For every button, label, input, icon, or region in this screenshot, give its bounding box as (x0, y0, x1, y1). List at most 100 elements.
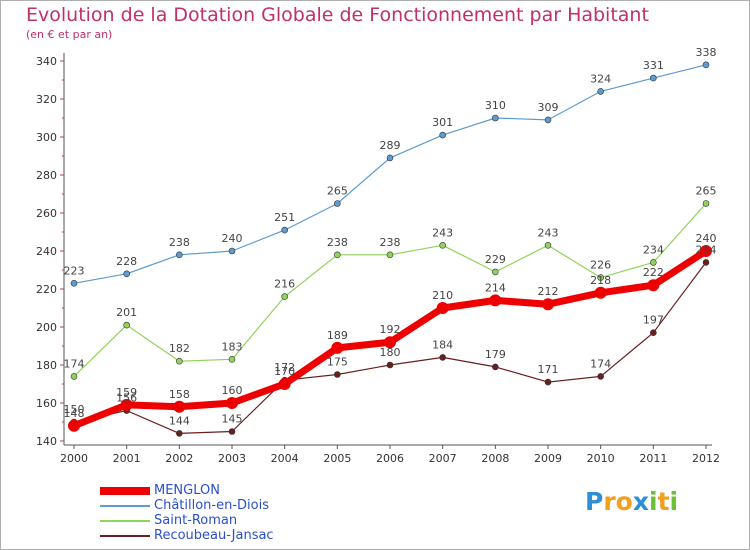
data-label-recoubeau-jansac: 144 (169, 414, 190, 427)
data-label-recoubeau-jansac: 180 (380, 346, 401, 359)
data-label-saint-roman: 265 (696, 185, 717, 198)
data-point-saint-roman (334, 251, 341, 259)
data-point-recoubeau-jansac (439, 354, 446, 361)
data-point-recoubeau-jansac (597, 373, 604, 380)
data-label-saint-roman: 238 (327, 236, 348, 249)
series-line-chatillon-en-diois (73, 64, 707, 284)
data-label-menglon: 222 (643, 266, 664, 279)
data-point-saint-roman (597, 274, 604, 281)
data-label-saint-roman: 216 (274, 278, 295, 291)
data-point-saint-roman (650, 259, 657, 266)
data-point-chatillon-en-diois (334, 200, 341, 207)
data-label-menglon: 170 (274, 365, 295, 378)
x-tick-label: 2000 (60, 452, 88, 465)
y-tick-label: 320 (36, 93, 57, 106)
data-label-chatillon-en-diois: 238 (169, 236, 190, 249)
data-point-menglon (68, 419, 80, 432)
legend-label: Recoubeau-Jansac (154, 528, 274, 543)
data-point-recoubeau-jansac (386, 361, 394, 369)
chart-subtitle: (en € et par an) (26, 28, 113, 41)
data-point-menglon (542, 298, 554, 311)
y-tick-label: 140 (36, 435, 57, 448)
logo-letter: i (669, 487, 679, 516)
data-point-saint-roman (702, 200, 710, 207)
data-point-recoubeau-jansac (228, 428, 236, 435)
data-point-saint-roman (544, 242, 552, 249)
data-point-chatillon-en-diois (492, 114, 499, 122)
data-label-chatillon-en-diois: 324 (590, 72, 611, 85)
data-label-recoubeau-jansac: 172 (274, 361, 295, 374)
y-tick-label: 220 (36, 283, 57, 296)
legend-swatch (100, 505, 150, 507)
x-tick-label: 2002 (165, 452, 193, 465)
data-point-menglon (226, 397, 238, 409)
data-label-chatillon-en-diois: 240 (222, 232, 243, 245)
data-label-recoubeau-jansac: 171 (538, 363, 559, 376)
data-point-menglon (647, 279, 660, 292)
data-point-chatillon-en-diois (386, 154, 394, 162)
data-label-saint-roman: 201 (116, 306, 137, 319)
data-label-chatillon-en-diois: 309 (538, 101, 559, 114)
data-label-chatillon-en-diois: 310 (485, 99, 506, 112)
data-label-chatillon-en-diois: 265 (327, 185, 348, 198)
data-point-saint-roman (492, 268, 499, 276)
data-label-recoubeau-jansac: 179 (485, 348, 506, 361)
data-label-recoubeau-jansac: 145 (222, 413, 243, 426)
chart-title: Evolution de la Dotation Globale de Fonc… (26, 4, 649, 26)
data-label-saint-roman: 234 (643, 243, 664, 256)
data-label-saint-roman: 238 (380, 236, 401, 249)
legend-label: Châtillon-en-Diois (154, 498, 269, 513)
data-label-saint-roman: 226 (590, 259, 611, 272)
logo-letter: o (615, 487, 633, 516)
data-point-saint-roman (228, 355, 236, 363)
data-point-chatillon-en-diois (702, 61, 710, 69)
x-tick-label: 2011 (639, 452, 667, 465)
data-point-recoubeau-jansac (334, 371, 341, 378)
data-label-menglon: 212 (538, 285, 559, 298)
y-tick-label: 160 (36, 397, 57, 410)
logo-letter: P (585, 487, 604, 516)
data-label-recoubeau-jansac: 175 (327, 356, 348, 369)
x-tick-label: 2010 (587, 452, 615, 465)
data-point-chatillon-en-diois (176, 251, 183, 259)
data-point-saint-roman (70, 373, 78, 380)
x-tick-label: 2005 (323, 452, 351, 465)
data-label-chatillon-en-diois: 338 (696, 46, 717, 59)
logo-letter: x (632, 487, 649, 516)
data-point-recoubeau-jansac (492, 363, 499, 371)
data-point-saint-roman (176, 357, 183, 365)
data-label-saint-roman: 174 (64, 357, 85, 370)
y-tick-label: 340 (36, 55, 57, 68)
data-label-saint-roman: 243 (538, 226, 559, 239)
data-label-recoubeau-jansac: 184 (432, 338, 453, 351)
data-label-menglon: 214 (485, 281, 506, 294)
data-label-recoubeau-jansac: 156 (116, 392, 137, 405)
data-label-chatillon-en-diois: 251 (274, 211, 295, 224)
data-label-saint-roman: 243 (432, 226, 453, 239)
x-tick-label: 2008 (481, 452, 509, 465)
y-tick-label: 180 (36, 359, 57, 372)
data-point-menglon (384, 336, 396, 349)
x-tick-label: 2012 (692, 452, 720, 465)
data-point-chatillon-en-diois (228, 247, 236, 255)
data-point-saint-roman (281, 293, 288, 300)
x-tick-label: 2007 (429, 452, 457, 465)
logo-letter: r (603, 487, 616, 516)
data-label-chatillon-en-diois: 331 (643, 59, 664, 72)
data-point-recoubeau-jansac (176, 430, 183, 437)
data-point-saint-roman (386, 251, 394, 259)
x-tick-label: 2001 (113, 452, 141, 465)
data-point-menglon (594, 286, 607, 299)
data-label-menglon: 160 (222, 384, 243, 397)
proxiti-logo: Proxiti (585, 487, 678, 516)
data-point-chatillon-en-diois (439, 131, 446, 139)
y-tick-label: 300 (36, 131, 57, 144)
data-point-chatillon-en-diois (650, 74, 657, 82)
data-label-menglon: 159 (116, 386, 137, 399)
y-tick-label: 260 (36, 207, 57, 220)
data-label-chatillon-en-diois: 228 (116, 255, 137, 268)
data-label-menglon: 148 (64, 407, 85, 420)
data-label-recoubeau-jansac: 234 (696, 243, 717, 256)
data-label-chatillon-en-diois: 223 (64, 264, 85, 277)
data-point-recoubeau-jansac (544, 378, 552, 386)
